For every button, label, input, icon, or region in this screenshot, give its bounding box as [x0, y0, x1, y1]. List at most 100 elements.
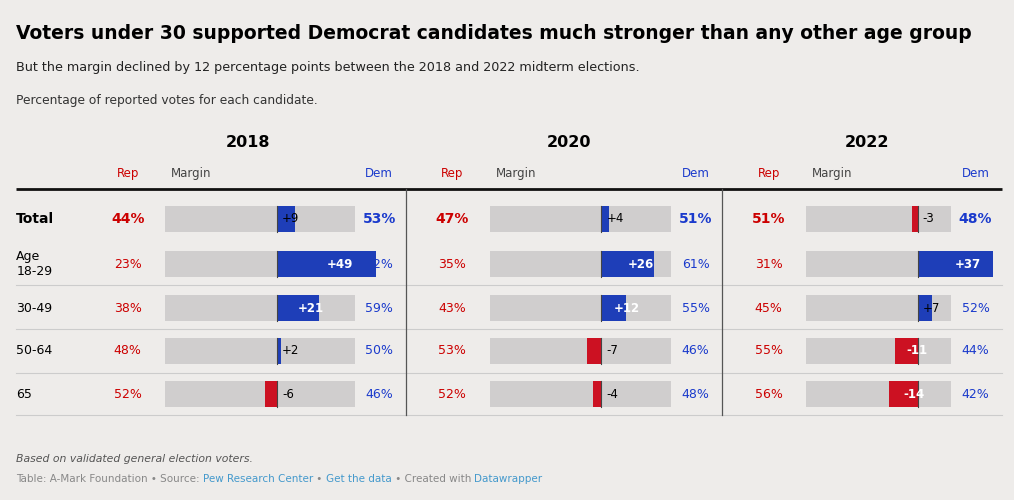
FancyBboxPatch shape: [490, 206, 671, 232]
Text: 72%: 72%: [365, 258, 393, 270]
Text: Voters under 30 supported Democrat candidates much stronger than any other age g: Voters under 30 supported Democrat candi…: [16, 24, 972, 43]
Text: 61%: 61%: [681, 258, 710, 270]
FancyBboxPatch shape: [806, 251, 951, 277]
Text: Total: Total: [16, 212, 55, 226]
FancyBboxPatch shape: [593, 381, 601, 407]
FancyBboxPatch shape: [912, 206, 918, 232]
FancyBboxPatch shape: [918, 295, 932, 321]
FancyBboxPatch shape: [165, 295, 355, 321]
Text: But the margin declined by 12 percentage points between the 2018 and 2022 midter: But the margin declined by 12 percentage…: [16, 61, 640, 74]
Text: +26: +26: [628, 258, 654, 270]
Text: Age
18-29: Age 18-29: [16, 250, 53, 278]
Text: Rep: Rep: [117, 167, 139, 180]
Text: 2018: 2018: [226, 135, 271, 150]
FancyBboxPatch shape: [601, 251, 654, 277]
FancyBboxPatch shape: [806, 206, 951, 232]
Text: 42%: 42%: [961, 388, 990, 400]
Text: Margin: Margin: [496, 167, 536, 180]
Text: 52%: 52%: [114, 388, 142, 400]
FancyBboxPatch shape: [165, 338, 355, 364]
FancyBboxPatch shape: [587, 338, 601, 364]
Text: Percentage of reported votes for each candidate.: Percentage of reported votes for each ca…: [16, 94, 318, 107]
Text: 23%: 23%: [114, 258, 142, 270]
Text: +9: +9: [282, 212, 299, 226]
Text: 56%: 56%: [754, 388, 783, 400]
Text: +7: +7: [923, 302, 940, 314]
Text: 55%: 55%: [754, 344, 783, 358]
Text: 44%: 44%: [961, 344, 990, 358]
FancyBboxPatch shape: [490, 251, 671, 277]
FancyBboxPatch shape: [490, 295, 671, 321]
Text: +12: +12: [613, 302, 640, 314]
Text: 45%: 45%: [754, 302, 783, 314]
Text: Rep: Rep: [757, 167, 780, 180]
Text: +49: +49: [327, 258, 353, 270]
Text: 53%: 53%: [438, 344, 466, 358]
FancyBboxPatch shape: [490, 381, 671, 407]
FancyBboxPatch shape: [918, 251, 993, 277]
Text: Datawrapper: Datawrapper: [475, 474, 542, 484]
Text: 48%: 48%: [114, 344, 142, 358]
FancyBboxPatch shape: [601, 295, 626, 321]
Text: +37: +37: [955, 258, 982, 270]
Text: 68%: 68%: [961, 258, 990, 270]
FancyBboxPatch shape: [277, 295, 319, 321]
Text: -3: -3: [923, 212, 935, 226]
FancyBboxPatch shape: [895, 338, 918, 364]
Text: 52%: 52%: [438, 388, 466, 400]
FancyBboxPatch shape: [277, 206, 295, 232]
FancyBboxPatch shape: [277, 251, 376, 277]
Text: 2020: 2020: [547, 135, 591, 150]
Text: 51%: 51%: [678, 212, 713, 226]
Text: -11: -11: [907, 344, 928, 358]
Text: 35%: 35%: [438, 258, 466, 270]
Text: +21: +21: [298, 302, 324, 314]
FancyBboxPatch shape: [806, 381, 951, 407]
Text: 52%: 52%: [961, 302, 990, 314]
Text: Get the data: Get the data: [325, 474, 391, 484]
Text: •: •: [313, 474, 325, 484]
FancyBboxPatch shape: [806, 295, 951, 321]
Text: 65: 65: [16, 388, 32, 400]
FancyBboxPatch shape: [889, 381, 918, 407]
Text: Dem: Dem: [961, 167, 990, 180]
Text: 30-49: 30-49: [16, 302, 53, 314]
Text: 48%: 48%: [958, 212, 993, 226]
Text: Based on validated general election voters.: Based on validated general election vote…: [16, 454, 253, 464]
Text: 2022: 2022: [845, 135, 889, 150]
FancyBboxPatch shape: [265, 381, 277, 407]
Text: Margin: Margin: [812, 167, 853, 180]
Text: Dem: Dem: [365, 167, 393, 180]
FancyBboxPatch shape: [165, 251, 355, 277]
Text: Rep: Rep: [441, 167, 463, 180]
Text: -6: -6: [282, 388, 294, 400]
FancyBboxPatch shape: [277, 338, 281, 364]
Text: 46%: 46%: [681, 344, 710, 358]
Text: Dem: Dem: [681, 167, 710, 180]
Text: 47%: 47%: [436, 212, 468, 226]
FancyBboxPatch shape: [165, 381, 355, 407]
Text: 46%: 46%: [365, 388, 393, 400]
Text: -4: -4: [606, 388, 619, 400]
Text: 31%: 31%: [754, 258, 783, 270]
Text: 43%: 43%: [438, 302, 466, 314]
FancyBboxPatch shape: [490, 338, 671, 364]
FancyBboxPatch shape: [806, 338, 951, 364]
Text: 48%: 48%: [681, 388, 710, 400]
Text: -14: -14: [903, 388, 925, 400]
Text: 44%: 44%: [111, 212, 145, 226]
Text: -7: -7: [606, 344, 619, 358]
Text: Pew Research Center: Pew Research Center: [203, 474, 313, 484]
Text: 53%: 53%: [363, 212, 395, 226]
Text: • Created with: • Created with: [391, 474, 475, 484]
Text: +4: +4: [606, 212, 624, 226]
FancyBboxPatch shape: [165, 206, 355, 232]
Text: Table: A-Mark Foundation • Source:: Table: A-Mark Foundation • Source:: [16, 474, 203, 484]
Text: 59%: 59%: [365, 302, 393, 314]
Text: 38%: 38%: [114, 302, 142, 314]
Text: +2: +2: [282, 344, 299, 358]
Text: 55%: 55%: [681, 302, 710, 314]
FancyBboxPatch shape: [601, 206, 609, 232]
Text: Margin: Margin: [171, 167, 212, 180]
Text: 51%: 51%: [751, 212, 786, 226]
